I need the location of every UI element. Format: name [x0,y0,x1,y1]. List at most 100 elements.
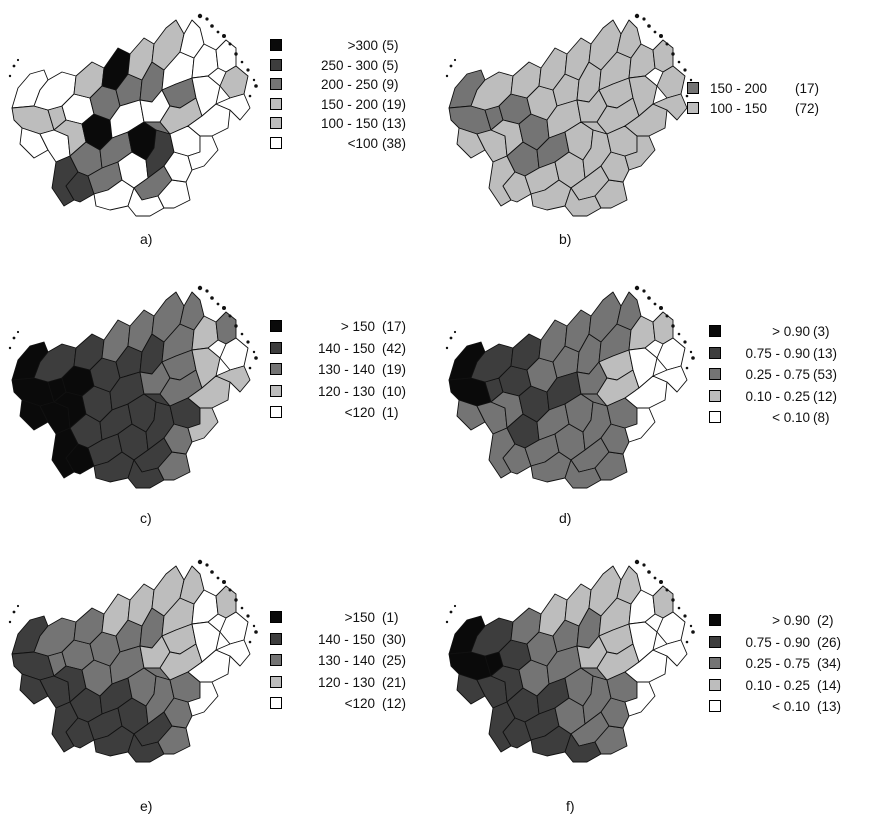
legend-count-label: (12) [382,696,407,711]
island-speck [248,640,252,644]
legend-range-label: >150 [344,610,375,625]
island-speck [689,78,693,82]
island-speck [12,64,16,68]
island-speck [210,570,214,574]
legend-range-label: > 0.90 [772,324,810,339]
island-speck [197,13,203,19]
legend-range-label: 150 - 200 [709,81,767,96]
legend-count-label: (53) [813,367,838,382]
legend-entry: 130 - 140 (25) [270,652,440,670]
legend-entry: 120 - 130 (10) [270,383,440,401]
legend-entry: 0.10 - 0.25 (14) [709,677,874,695]
legend-swatch [687,82,699,94]
island-speck [653,30,657,34]
island-speck [659,306,663,310]
legend-entry: < 0.10 (8) [709,409,874,427]
map-region [215,365,251,393]
legend-swatch [270,675,282,688]
island-speck [634,13,640,19]
island-speck [677,332,681,336]
island-speck [653,576,657,580]
legend-swatch [709,635,721,648]
legend-range-label: < 0.10 [772,410,810,425]
island-speck [8,620,12,624]
legend-range-label: > 0.90 [772,613,810,628]
island-speck [210,296,214,300]
legend-swatch [709,700,721,712]
legend-count-label: (8) [813,410,830,425]
map-region [456,399,486,431]
legend-range-label: 140 - 150 [317,340,375,356]
legend-range-label: 120 - 130 [317,674,375,690]
legend-count-label: (26) [817,634,842,650]
island-speck [685,366,689,370]
legend-count-label: (13) [817,699,842,714]
choropleth-map [445,13,695,217]
legend-range-label: 0.25 - 0.75 [745,656,810,671]
map-panel-a: >300 (5) 250 - 300 (5) 200 - 250 (9) 150 - 200… [0,0,437,272]
island-speck [246,614,250,618]
legend-entry: 150 - 200 (17) [687,80,857,98]
island-speck [647,570,651,574]
legend-range-label: 0.75 - 0.90 [745,345,810,361]
choropleth-map [8,285,258,489]
island-speck [683,68,687,72]
legend-entry: 200 - 250 (9) [270,76,440,94]
island-speck [205,289,209,293]
island-speck [12,610,16,614]
map-panel-d: > 0.90 (3) 0.75 - 0.90 (13) 0.25 - 0.75 (53) 0… [437,272,874,544]
island-speck [449,610,453,614]
legend-entry: >150 (1) [270,609,440,627]
island-speck [642,17,646,21]
island-speck [228,42,232,46]
map-region [187,407,219,443]
legend-swatch [709,411,721,423]
island-speck [228,588,232,592]
legend-entry: 100 - 150 (72) [687,100,857,118]
map-region [19,127,49,159]
legend-count-label: (5) [382,38,399,53]
island-speck [234,52,238,56]
legend-swatch [270,39,282,51]
island-speck [445,346,449,350]
legend-entry: <120 (1) [270,404,440,422]
legend-count-label: (72) [795,101,820,116]
legend-swatch [709,389,721,402]
island-speck [677,60,681,64]
legend-swatch [270,136,282,149]
island-speck [222,34,226,38]
legend-count-label: (10) [382,383,407,399]
legend-count-label: (21) [382,674,407,690]
choropleth-map [445,559,695,763]
island-speck [453,330,457,334]
legend-count-label: (34) [817,656,842,671]
island-speck [445,620,449,624]
legend-range-label: 100 - 150 [320,116,378,131]
legend-swatch [270,117,282,129]
legend-count-label: (25) [382,653,407,668]
map-panel-c: > 150 (17) 140 - 150 (42) 130 - 140 (19) 120 -… [0,272,437,544]
legend-entry: 140 - 150 (42) [270,340,440,358]
panel-caption: e) [140,798,153,814]
legend-entry: <120 (12) [270,695,440,713]
island-speck [216,576,220,580]
legend-count-label: (12) [813,388,838,404]
island-speck [8,346,12,350]
legend-entry: 0.25 - 0.75 (34) [709,655,874,673]
map-panel-f: > 0.90 (2) 0.75 - 0.90 (26) 0.25 - 0.75 (34) 0… [437,546,874,818]
legend-count-label: (1) [382,405,399,420]
legend-entry: 100 - 150 (13) [270,115,440,133]
legend-entry: <100 (38) [270,135,440,153]
legend-range-label: 130 - 140 [317,653,375,668]
island-speck [205,563,209,567]
legend-range-label: <100 [347,135,378,151]
island-speck [653,302,657,306]
island-speck [252,78,256,82]
choropleth-map [445,285,695,489]
panel-caption: b) [559,231,572,247]
island-speck [240,606,244,610]
island-speck [449,64,453,68]
legend-entry: < 0.10 (13) [709,698,874,716]
legend-entry: 150 - 200 (19) [270,96,440,114]
island-speck [685,640,689,644]
